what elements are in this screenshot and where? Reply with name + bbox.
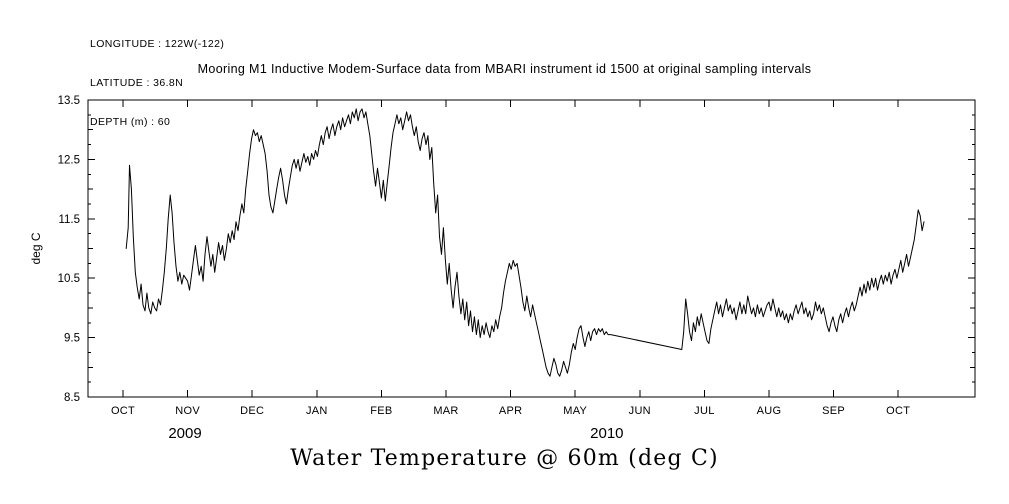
month-tick-label: AUG	[757, 405, 782, 417]
year-label: 2010	[590, 425, 623, 442]
figure-caption: Water Temperature @ 60m (deg C)	[290, 446, 719, 471]
y-tick-label: 12.5	[58, 154, 80, 166]
y-tick-label: 9.5	[64, 333, 80, 345]
y-tick-label: 10.5	[58, 273, 80, 285]
location-metadata: LONGITUDE : 122W(-122) LATITUDE : 36.8N …	[90, 12, 224, 155]
month-tick-label: JUL	[694, 405, 714, 417]
y-tick-label: 8.5	[64, 392, 80, 404]
y-axis-label: deg C	[29, 232, 43, 264]
month-tick-label: OCT	[111, 405, 135, 417]
month-tick-label: APR	[499, 405, 523, 417]
month-tick-label: DEC	[240, 405, 264, 417]
month-tick-label: SEP	[822, 405, 845, 417]
temperature-series-line	[125, 108, 925, 377]
month-tick-label: NOV	[175, 405, 200, 417]
month-tick-label: OCT	[886, 405, 910, 417]
year-label: 2009	[168, 425, 201, 442]
month-tick-label: FEB	[370, 405, 392, 417]
latitude-line: LATITUDE : 36.8N	[90, 77, 184, 89]
y-tick-label: 13.5	[58, 95, 80, 107]
plot-border	[87, 99, 976, 398]
month-tick-label: MAY	[563, 405, 587, 417]
depth-line: DEPTH (m) : 60	[90, 116, 171, 128]
plot-title: Mooring M1 Inductive Modem-Surface data …	[197, 62, 812, 76]
longitude-line: LONGITUDE : 122W(-122)	[90, 38, 225, 50]
month-tick-label: JAN	[306, 405, 328, 417]
month-tick-label: JUN	[629, 405, 651, 417]
y-tick-label: 11.5	[58, 214, 80, 226]
month-tick-label: MAR	[433, 405, 458, 417]
